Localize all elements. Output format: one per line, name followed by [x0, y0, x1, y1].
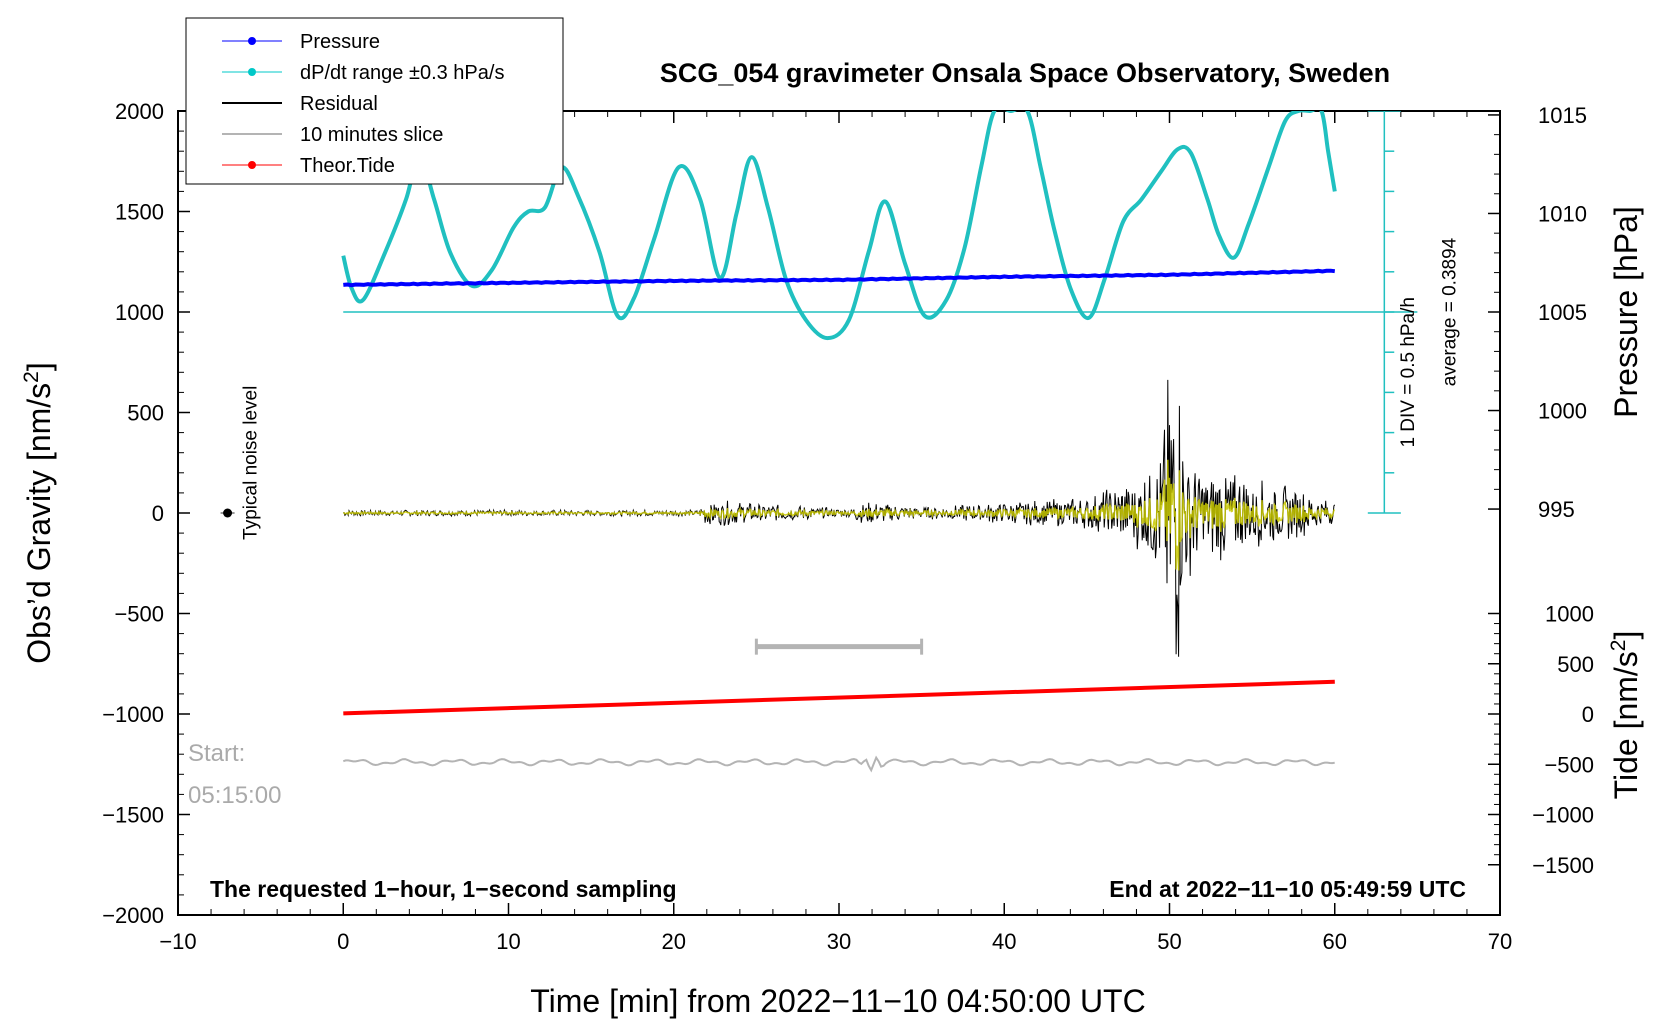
x-tick-label: 0: [337, 929, 349, 954]
legend-label: dP/dt range ±0.3 hPa/s: [300, 62, 504, 84]
y-tick-label: 1500: [115, 200, 164, 225]
legend-marker: [248, 68, 256, 76]
slice-series-line: [343, 758, 1334, 771]
noise-level-label: Typical noise level: [241, 386, 262, 540]
x-axis-ticks: −10 0 10 20 30 40 50 60 70: [159, 111, 1512, 954]
x-tick-label: 40: [992, 929, 1016, 954]
x-tick-label: 20: [662, 929, 686, 954]
legend-label: Residual: [300, 93, 378, 115]
tide-tick-label: 500: [1557, 652, 1594, 677]
x-tick-label: −10: [159, 929, 196, 954]
pressure-tick-label: 1015: [1538, 103, 1587, 128]
x-tick-label: 30: [827, 929, 851, 954]
y-tick-label: −500: [114, 602, 164, 627]
footer-left-label: The requested 1−hour, 1−second sampling: [210, 876, 677, 902]
tide-axis-ticks: 1000 500 0 −500 −1000 −1500: [1488, 602, 1594, 878]
tide-tick-label: −1000: [1532, 803, 1594, 828]
legend-label: 10 minutes slice: [300, 124, 443, 146]
y-axis-title-pressure: Pressure [hPa]: [1608, 206, 1644, 418]
tide-tick-label: 0: [1582, 702, 1594, 727]
tide-tick-label: −1500: [1532, 853, 1594, 878]
legend-marker: [248, 37, 256, 45]
pressure-axis-ticks: 1015 1010 1005 1000 995: [1488, 103, 1587, 522]
x-tick-label: 10: [496, 929, 520, 954]
start-time-label: 05:15:00: [188, 782, 281, 809]
y-tick-label: 0: [152, 501, 164, 526]
noise-marker: [221, 509, 235, 518]
y-tick-label: −2000: [102, 903, 164, 928]
y-axis-title-tide: Tide [nm/s2]: [1607, 631, 1644, 800]
x-tick-label: 60: [1323, 929, 1347, 954]
y-axis-ticks: 2000 1500 1000 500 0 −500 −1000 −1500 −2000: [102, 99, 190, 928]
average-label: average = 0.3894: [1439, 237, 1460, 386]
noise-marker-dot: [223, 509, 232, 518]
tide-tick-label: −500: [1544, 752, 1594, 777]
slice-bar: [756, 639, 921, 655]
x-tick-label: 50: [1157, 929, 1181, 954]
tide-series-line: [343, 682, 1335, 714]
pressure-tick-label: 1000: [1538, 399, 1587, 424]
y-tick-label: −1500: [102, 803, 164, 828]
x-axis-title: Time [min] from 2022−11−10 04:50:00 UTC: [530, 983, 1145, 1019]
gravimeter-chart: SCG_054 gravimeter Onsala Space Observat…: [0, 0, 1676, 1020]
legend-label: Theor.Tide: [300, 155, 395, 177]
chart-title: SCG_054 gravimeter Onsala Space Observat…: [660, 58, 1390, 88]
pressure-tick-label: 1010: [1538, 201, 1587, 226]
y-tick-label: −1000: [102, 702, 164, 727]
tide-tick-label: 1000: [1545, 602, 1594, 627]
footer-right-label: End at 2022−11−10 05:49:59 UTC: [1109, 876, 1466, 902]
y-tick-label: 1000: [115, 300, 164, 325]
y-axis-title-left: Obs’d Gravity [nm/s2]: [20, 362, 57, 664]
div-scale-label: 1 DIV = 0.5 hPa/h: [1398, 297, 1419, 448]
x-tick-label: 70: [1488, 929, 1512, 954]
legend-marker: [248, 161, 256, 169]
y-tick-label: 500: [127, 401, 164, 426]
pressure-tick-label: 995: [1538, 497, 1575, 522]
start-label: Start:: [188, 740, 245, 767]
legend-label: Pressure: [300, 31, 380, 53]
y-tick-label: 2000: [115, 99, 164, 124]
pressure-tick-label: 1005: [1538, 300, 1587, 325]
